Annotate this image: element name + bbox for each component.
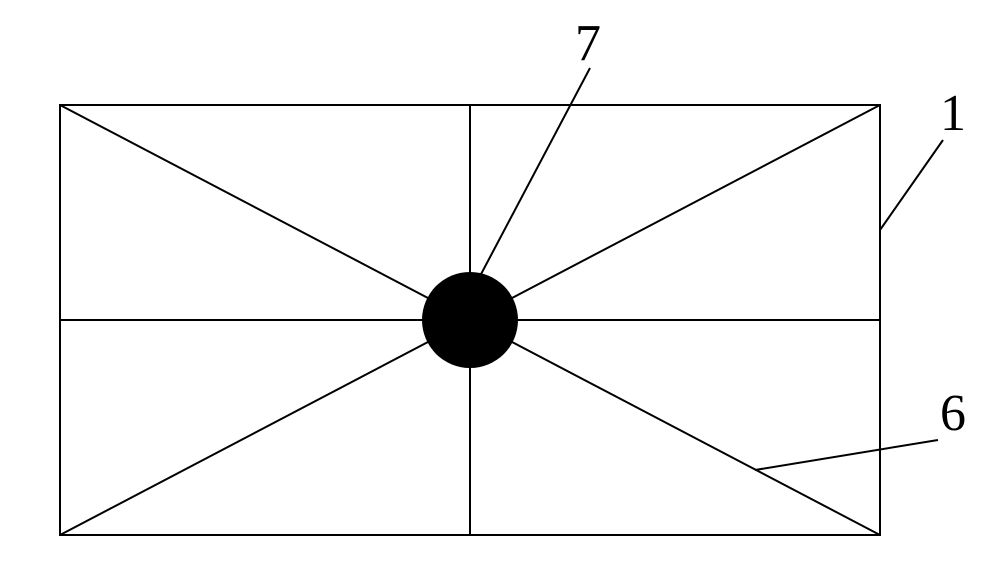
callout-leader — [880, 140, 943, 230]
callout-label: 6 — [940, 385, 966, 442]
center-circle — [422, 272, 518, 368]
callout-label: 7 — [575, 15, 601, 72]
callout-label: 1 — [940, 85, 966, 142]
callout-leader — [470, 68, 590, 295]
figure-stage: 7 1 6 — [0, 0, 1000, 576]
callouts: 7 1 6 — [470, 15, 966, 470]
callout-leader — [755, 440, 938, 470]
